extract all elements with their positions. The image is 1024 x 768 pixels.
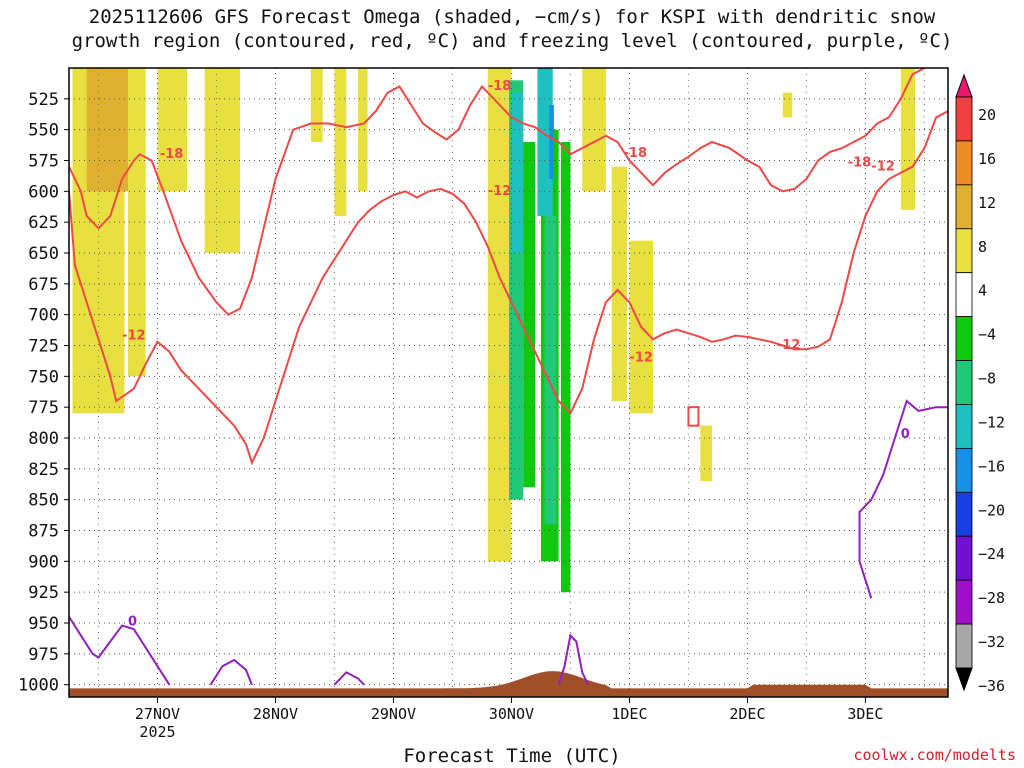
terrain (69, 671, 948, 697)
y-tick-label-725: 725 (28, 337, 59, 357)
omega-shade-13 (544, 216, 557, 525)
colorbar-segment-12 (955, 579, 973, 625)
dendritic-label-extra-2: -18 (624, 146, 648, 161)
colorbar-label-3: 8 (978, 238, 987, 256)
colorbar-segment-7 (955, 360, 973, 405)
y-tick-label-850: 850 (28, 491, 59, 511)
omega-shade-7 (358, 68, 368, 192)
chart-title-line-2: growth region (contoured, red, ºC) and f… (71, 30, 953, 52)
y-tick-label-750: 750 (28, 367, 59, 387)
y-tick-label-900: 900 (28, 552, 59, 572)
colorbar-label-12: −32 (978, 633, 1005, 651)
y-tick-label-575: 575 (28, 152, 59, 172)
colorbar-label-7: −12 (978, 413, 1005, 431)
colorbar-label-8: −16 (978, 457, 1005, 475)
x-axis-label: Forecast Time (UTC) (403, 745, 621, 767)
x-tick-label-30NOV: 30NOV (489, 705, 534, 723)
colorbar-arrow-bottom (955, 667, 973, 692)
x-tick-label-27NOV: 27NOV (135, 705, 180, 723)
y-tick-label-525: 525 (28, 90, 59, 110)
y-tick-label-775: 775 (28, 398, 59, 418)
dendritic-contour-small (687, 406, 700, 427)
freezing-contour-1 (209, 658, 253, 686)
omega-shade-14 (537, 68, 553, 216)
colorbar-label-5: −4 (978, 326, 996, 344)
omega-shade-16 (561, 142, 571, 593)
dendritic-label-extra-1: -12 (488, 184, 512, 199)
omega-shade-2 (127, 68, 146, 377)
dendritic-label-1: -12 (122, 328, 146, 343)
plot-frame (68, 67, 949, 698)
colorbar-label-13: −36 (978, 677, 1005, 695)
colorbar-label-11: −28 (978, 589, 1005, 607)
colorbar-segment-11 (955, 535, 973, 581)
colorbar-segment-1 (955, 96, 973, 142)
y-tick-label-825: 825 (28, 460, 59, 480)
freezing-contour-3 (557, 633, 590, 686)
dendritic-label-0: -18 (160, 147, 184, 162)
dendritic-contour-1 (69, 110, 948, 466)
colorbar-segment-3 (955, 184, 973, 230)
y-tick-label-800: 800 (28, 429, 59, 449)
colorbar-label-9: −20 (978, 501, 1005, 519)
x-tick-label-3DEC: 3DEC (847, 705, 883, 723)
dendritic-label-extra-4: -18 (848, 156, 872, 171)
dendritic-label-extra-5: -12 (777, 338, 801, 353)
y-tick-label-975: 975 (28, 645, 59, 665)
freezing-label-0: 0 (128, 614, 137, 629)
omega-shade-1 (86, 68, 128, 192)
colorbar-segment-6 (955, 316, 973, 361)
colorbar-segment-10 (955, 491, 973, 537)
colorbar-label-2: 12 (978, 194, 996, 212)
omega-shade-10 (511, 92, 524, 254)
x-tick-label-1DEC: 1DEC (611, 705, 647, 723)
omega-shade-6 (334, 68, 347, 216)
freezing-contour-0 (69, 616, 171, 686)
colorbar-label-10: −24 (978, 545, 1005, 563)
omega-shade-3 (157, 68, 187, 192)
colorbar-segment-4 (955, 228, 973, 274)
y-tick-label-550: 550 (28, 121, 59, 141)
colorbar-segment-5 (955, 272, 973, 318)
colorbar-segment-9 (955, 447, 973, 493)
credit-link[interactable]: coolwx.com/modelts (853, 746, 1016, 764)
y-tick-label-600: 600 (28, 182, 59, 202)
colorbar-segment-8 (955, 404, 973, 449)
omega-shade-20 (700, 425, 713, 482)
freezing-contour-2 (333, 671, 365, 686)
y-tick-label-675: 675 (28, 275, 59, 295)
colorbar-label-1: 16 (978, 150, 996, 168)
dendritic-label-extra-0: -18 (488, 79, 512, 94)
chart-title-line-1: 2025112606 GFS Forecast Omega (shaded, −… (88, 6, 936, 28)
freezing-contour-4 (858, 399, 948, 599)
omega-shade-21 (782, 92, 793, 118)
colorbar-segment-2 (955, 140, 973, 186)
x-tick-label-28NOV: 28NOV (253, 705, 298, 723)
y-tick-label-925: 925 (28, 583, 59, 603)
y-tick-label-950: 950 (28, 614, 59, 634)
y-tick-label-1000: 1000 (18, 676, 59, 696)
omega-shade-15 (549, 105, 554, 179)
colorbar-segment-13 (955, 623, 973, 669)
omega-shade-5 (310, 68, 323, 142)
freezing-label-4: 0 (901, 427, 910, 442)
omega-shade-22 (900, 68, 915, 210)
y-tick-label-875: 875 (28, 522, 59, 542)
x-tick-label-29NOV: 29NOV (371, 705, 416, 723)
y-tick-label-650: 650 (28, 244, 59, 264)
dendritic-contour-0 (69, 68, 925, 316)
colorbar-label-6: −8 (978, 370, 996, 388)
x-tick-label-2DEC: 2DEC (729, 705, 765, 723)
x-tick-sublabel: 2025 (139, 723, 175, 741)
y-tick-label-700: 700 (28, 306, 59, 326)
y-tick-label-625: 625 (28, 213, 59, 233)
colorbar-arrow-top (955, 73, 973, 98)
dendritic-label-extra-6: -12 (871, 159, 895, 174)
dendritic-label-extra-3: -12 (629, 351, 653, 366)
colorbar-label-0: 20 (978, 106, 996, 124)
colorbar-label-4: 4 (978, 282, 987, 300)
